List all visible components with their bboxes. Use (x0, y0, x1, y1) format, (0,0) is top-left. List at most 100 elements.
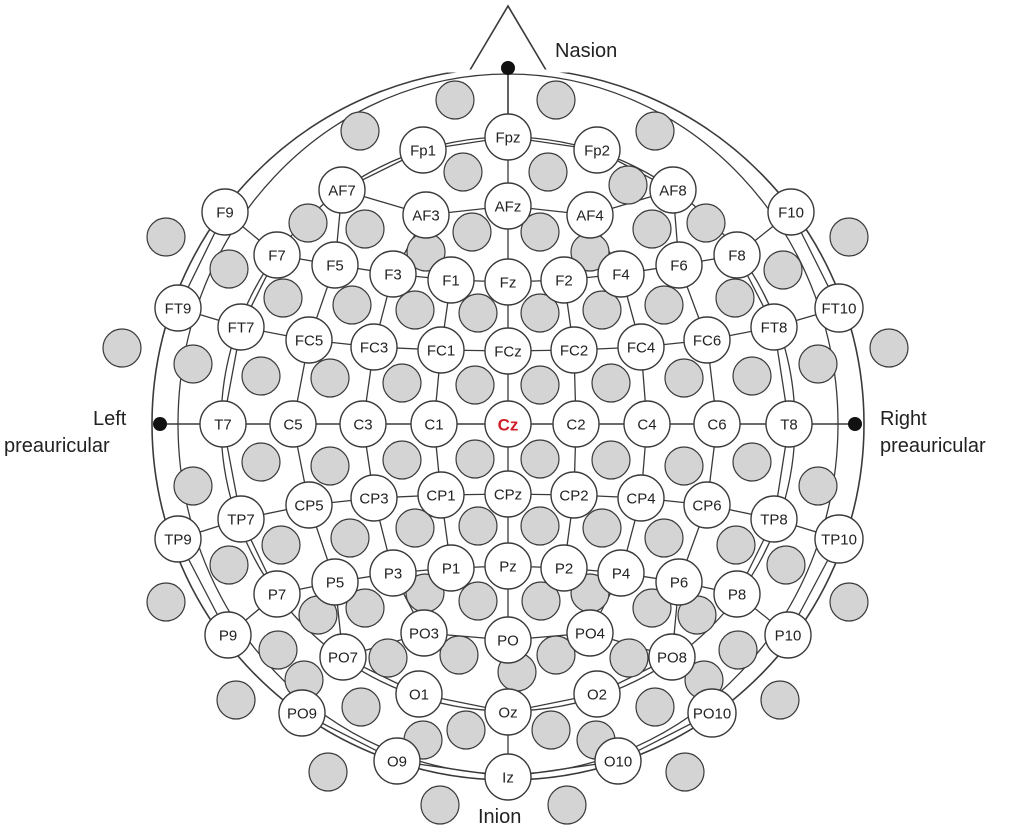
electrode-label-po8: PO8 (657, 650, 687, 667)
electrode-cp1 (417, 471, 465, 519)
extra-electrode (146, 217, 186, 257)
electrode-p2 (540, 544, 588, 592)
extra-electrode (591, 363, 631, 403)
extra-electrode (521, 581, 561, 621)
extra-electrode (732, 356, 772, 396)
extra-electrode (310, 358, 350, 398)
electrode-af7 (318, 166, 366, 214)
extra-electrode (635, 687, 675, 727)
electrode-label-p3: P3 (384, 566, 402, 583)
extra-electrode (455, 439, 495, 479)
electrode-label-fc6: FC6 (693, 333, 721, 350)
electrode-label-f9: F9 (216, 205, 234, 222)
extra-electrode (340, 111, 380, 151)
left-preauricular-label-line2: preauricular (4, 435, 110, 457)
extra-electrode (829, 582, 869, 622)
extra-electrode (664, 446, 704, 486)
electrode-label-fc2: FC2 (560, 343, 588, 360)
extra-electrode (241, 356, 281, 396)
extra-electrode (209, 249, 249, 289)
electrode-ft7 (217, 303, 265, 351)
extra-electrode (644, 285, 684, 325)
extra-electrode (435, 80, 475, 120)
extra-electrode (330, 518, 370, 558)
electrode-label-p5: P5 (326, 575, 344, 592)
extra-electrode (241, 442, 281, 482)
extra-electrode (258, 630, 298, 670)
extra-electrode (520, 212, 560, 252)
electrode-label-cp6: CP6 (692, 498, 721, 515)
extra-electrode (310, 446, 350, 486)
extra-electrode (609, 638, 649, 678)
extra-electrode (395, 508, 435, 548)
electrode-po9 (278, 689, 326, 737)
electrode-po4 (566, 609, 614, 657)
extra-electrode (102, 328, 142, 368)
extra-electrode (368, 638, 408, 678)
extra-electrode (715, 278, 755, 318)
electrode-label-f7: F7 (268, 248, 286, 265)
extra-electrode (632, 588, 672, 628)
electrode-cp3 (350, 474, 398, 522)
extra-electrode (664, 358, 704, 398)
electrode-label-po3: PO3 (409, 626, 439, 643)
electrode-fc3 (350, 323, 398, 371)
electrode-label-fp1: Fp1 (410, 143, 436, 160)
electrode-label-af8: AF8 (659, 183, 687, 200)
electrode-label-t8: T8 (780, 417, 798, 434)
inion-label: Inion (478, 806, 521, 828)
electrode-cz (484, 400, 532, 448)
extra-electrode (382, 440, 422, 480)
electrode-p9 (204, 611, 252, 659)
extra-electrode (173, 344, 213, 384)
electrode-label-po7: PO7 (328, 650, 358, 667)
electrode-ft9 (154, 284, 202, 332)
electrode-label-pz: Pz (499, 559, 517, 576)
electrode-c2 (552, 400, 600, 448)
extra-electrode (458, 293, 498, 333)
electrode-f1 (427, 256, 475, 304)
extra-electrode (536, 80, 576, 120)
electrode-label-f6: F6 (670, 258, 688, 275)
electrode-po10 (687, 688, 737, 738)
extra-electrode (308, 752, 348, 792)
electrode-cp4 (617, 474, 665, 522)
electrode-p5 (311, 558, 359, 606)
extra-electrode (582, 508, 622, 548)
electrode-label-o10: O10 (604, 754, 632, 771)
extra-electrode (452, 212, 492, 252)
extra-electrode (209, 545, 249, 585)
right-preauricular-label-line1: Right (880, 408, 927, 430)
electrode-label-tp8: TP8 (760, 512, 788, 529)
electrode-fc6 (683, 316, 731, 364)
extra-electrode (763, 250, 803, 290)
electrode-label-fz: Fz (500, 275, 517, 292)
electrode-f3 (369, 250, 417, 298)
electrode-fc4 (617, 323, 665, 371)
electrode-label-ft8: FT8 (761, 320, 788, 337)
extra-electrode (760, 680, 800, 720)
extra-electrode (686, 203, 726, 243)
electrode-p4 (597, 549, 645, 597)
electrode-fcz (484, 327, 532, 375)
electrode-fp2 (573, 126, 621, 174)
extra-electrode (173, 466, 213, 506)
electrode-cpz (484, 470, 532, 518)
extra-electrode (582, 290, 622, 330)
extra-electrode (644, 518, 684, 558)
extra-electrode (395, 290, 435, 330)
electrode-c6 (693, 400, 741, 448)
electrode-label-fcz: FCz (494, 344, 522, 361)
electrode-label-p7: P7 (268, 587, 286, 604)
electrode-f5 (311, 241, 359, 289)
electrode-label-iz: Iz (502, 770, 514, 787)
electrode-fz (484, 258, 532, 306)
extra-electrode (420, 785, 460, 825)
electrode-f10 (767, 188, 815, 236)
electrode-label-o9: O9 (387, 754, 407, 771)
electrode-po3 (400, 609, 448, 657)
nasion-point (501, 61, 515, 75)
electrode-ft8 (750, 303, 798, 351)
extra-electrode (520, 506, 560, 546)
electrode-pz (484, 542, 532, 590)
